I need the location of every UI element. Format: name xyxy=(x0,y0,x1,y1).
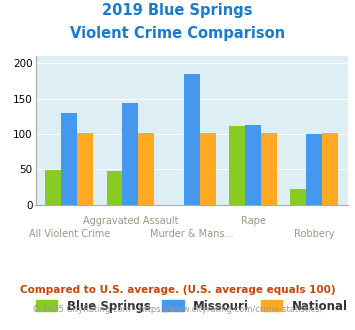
Text: © 2025 CityRating.com - https://www.cityrating.com/crime-statistics/: © 2025 CityRating.com - https://www.city… xyxy=(32,305,323,314)
Text: Rape: Rape xyxy=(241,216,266,226)
Text: Murder & Mans...: Murder & Mans... xyxy=(150,229,234,239)
Legend: Blue Springs, Missouri, National: Blue Springs, Missouri, National xyxy=(36,300,348,313)
Bar xyxy=(106,171,122,205)
Text: 2019 Blue Springs: 2019 Blue Springs xyxy=(102,3,253,18)
Bar xyxy=(306,134,322,205)
Bar xyxy=(184,74,200,205)
Bar xyxy=(200,133,215,205)
Text: All Violent Crime: All Violent Crime xyxy=(28,229,110,239)
Bar xyxy=(138,133,154,205)
Text: Robbery: Robbery xyxy=(294,229,334,239)
Bar xyxy=(45,170,61,205)
Bar xyxy=(245,125,261,205)
Bar xyxy=(77,133,93,205)
Text: Aggravated Assault: Aggravated Assault xyxy=(83,216,178,226)
Bar xyxy=(261,133,277,205)
Bar xyxy=(229,126,245,205)
Bar xyxy=(122,104,138,205)
Bar xyxy=(61,113,77,205)
Bar xyxy=(322,133,338,205)
Bar xyxy=(290,189,306,205)
Text: Violent Crime Comparison: Violent Crime Comparison xyxy=(70,26,285,41)
Text: Compared to U.S. average. (U.S. average equals 100): Compared to U.S. average. (U.S. average … xyxy=(20,285,335,295)
